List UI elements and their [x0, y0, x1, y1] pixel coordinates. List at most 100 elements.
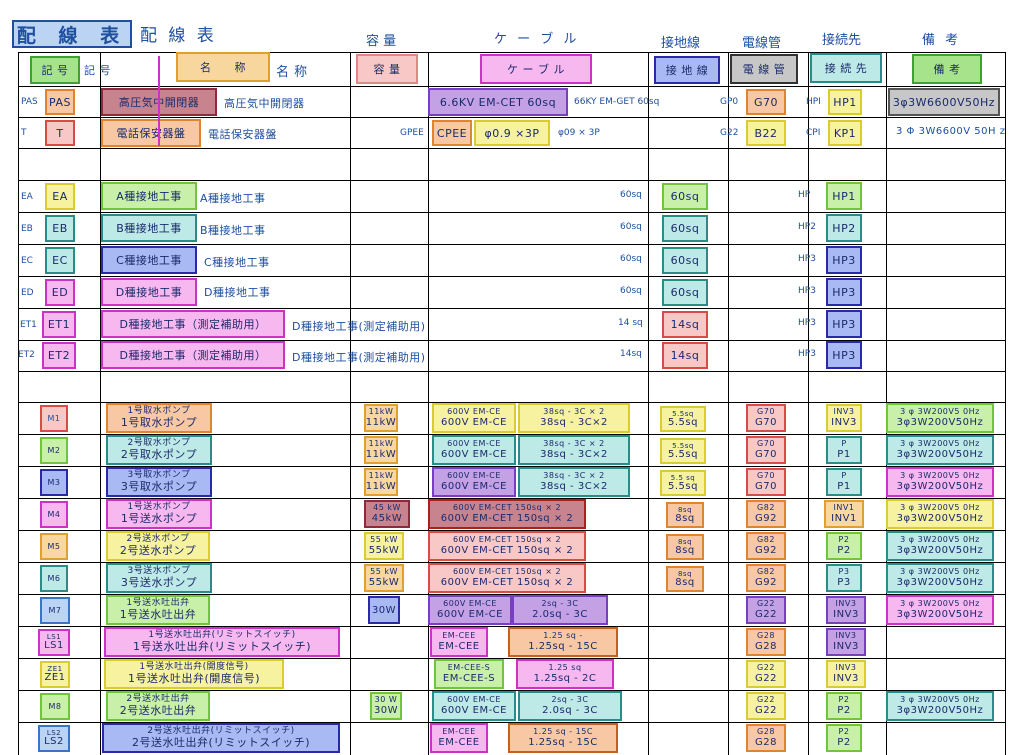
cable-text: 600V EM-CE — [441, 448, 507, 460]
name-small-text: 1号送水吐出弁(開度信号) — [139, 662, 249, 672]
dest-cell: INV3 INV3 — [826, 596, 866, 624]
conduit-small-text: G82 — [757, 503, 775, 513]
cable2-small-text: 38sq - 3C × 2 — [543, 439, 605, 449]
cap-text: 11kW — [365, 480, 397, 492]
cap-small-text: 45 kW — [373, 503, 401, 513]
conduit-text: G28 — [755, 640, 777, 652]
code-cell: T — [45, 120, 75, 146]
code-small-text: M3 — [47, 478, 61, 487]
code-cell: PAS — [45, 89, 75, 115]
dest-text: INV1 — [831, 512, 857, 524]
cable-text: 600V EM-CET 150sq × 2 — [440, 512, 574, 524]
dest-cell: HP3 — [826, 310, 862, 338]
cable2-text: 1.25sq - 15C — [528, 736, 598, 748]
conduit-small-text: G22 — [757, 695, 775, 705]
notes-small-text: 3 φ 3W200V5 0Hz — [900, 471, 980, 481]
cable2-small-text: 2sq - 3C — [551, 695, 589, 705]
cable-text: EM-CEE — [438, 736, 480, 748]
cable-cell: EM-CEE EM-CEE — [430, 627, 488, 657]
notes-small-text: 3 φ 3W200V5 0Hz — [900, 567, 980, 577]
cap-small-text: 55 kW — [370, 567, 398, 577]
code-cell: M8 — [40, 693, 70, 720]
name-cell: 1号送水吐出弁(リミットスイッチ) 1号送水吐出弁(リミットスイッチ) — [104, 627, 340, 657]
name-cell: A種接地工事 — [101, 182, 197, 210]
name-text: 1号送水ポンプ — [120, 511, 198, 525]
dest-small-text: P — [841, 471, 847, 481]
name-cell: B種接地工事 — [101, 214, 197, 242]
code-cell: ZE1 ZE1 — [40, 661, 70, 688]
cable2-small-text: 38sq - 3C × 2 — [543, 471, 605, 481]
cable2-small-text: 38sq - 3C × 2 — [543, 407, 605, 417]
col-header-conduit: 電 線 管 — [730, 54, 798, 84]
capacity-cell: 45 kW 45kW — [364, 500, 410, 528]
conduit-cell: G82 G92 — [746, 532, 786, 560]
name-cell: D種接地工事（測定補助用） — [101, 310, 285, 338]
name-cell: 1号送水吐出弁 1号送水吐出弁 — [106, 595, 210, 625]
conduit-small-text: GP0 — [720, 97, 739, 107]
gnd-small-text: 60sq — [620, 286, 642, 296]
dest-cell: INV3 INV3 — [826, 660, 866, 688]
col-header-capacity: 容 量 — [356, 54, 418, 84]
dest-small-text: P — [841, 439, 847, 449]
dest-small-text: CPI — [806, 128, 821, 138]
name-plain-text: D種接地工事(測定補助用) — [292, 320, 426, 333]
divider-marker — [158, 56, 160, 146]
name-cell: 3号送水ポンプ 3号送水ポンプ — [106, 563, 212, 593]
name-text: 2号送水ポンプ — [119, 543, 197, 557]
conduit-small-text: G28 — [757, 631, 775, 641]
cable-small-text: 600V EM-CET 150sq × 2 — [452, 503, 562, 513]
code-small-text: M8 — [48, 702, 62, 711]
code-small-text: M1 — [47, 414, 61, 423]
cable-text: 600V EM-CE — [441, 480, 507, 492]
dest-cell: INV3 INV3 — [826, 404, 862, 432]
name-small-text: 3号送水ポンプ — [127, 566, 191, 576]
name-text: 1号送水吐出弁(開度信号) — [127, 671, 261, 685]
conduit-text: G22 — [755, 704, 777, 716]
header-cable: ケ ー ブ ル — [494, 32, 580, 47]
cable-cell-2: 1.25 sq - 1.25sq - 15C — [508, 627, 618, 657]
name-cell: 2号送水ポンプ 2号送水ポンプ — [106, 531, 210, 561]
conduit-text: G70 — [755, 416, 777, 428]
cable-cell-2: 1.25 sq - 15C 1.25sq - 15C — [508, 723, 618, 753]
capacity-cell: 11kW 11kW — [364, 436, 398, 464]
cable-text: 600V EM-CE — [437, 608, 503, 620]
header-notes: 備 考 — [922, 33, 962, 48]
dest-small-text: P2 — [838, 535, 850, 545]
cable-small-text: 600V EM-CE — [447, 695, 501, 705]
dest-small-text: P2 — [838, 695, 850, 705]
col-header-code-plain: 記 号 — [84, 64, 111, 77]
code-small-text: T — [21, 128, 27, 138]
conduit-cell: G70 G70 — [746, 436, 786, 464]
col-header-code: 記 号 — [30, 56, 80, 84]
dest-text: INV3 — [831, 416, 857, 428]
capacity-cell: 30 W 30W — [370, 692, 402, 720]
cap-text: 45kW — [371, 512, 403, 524]
dest-small-text: INV3 — [835, 599, 857, 609]
col-header-destination: 接 続 先 — [810, 53, 882, 83]
conduit-text: G22 — [755, 672, 777, 684]
notes-cell: 3 φ 3W200V5 0Hz 3φ3W200V50Hz — [886, 563, 994, 593]
code-small-text: ET2 — [18, 350, 35, 360]
cable-small-text: 600V EM-CET 150sq × 2 — [452, 567, 562, 577]
dest-small-text: INV1 — [833, 503, 855, 513]
cable-cell: 600V EM-CE 600V EM-CE — [432, 403, 516, 433]
conduit-cell: G70 — [746, 89, 786, 115]
cap-small-text: 11kW — [368, 471, 394, 481]
dest-cell: HP3 — [826, 246, 862, 274]
cable2-small-text: 1.25 sq - 15C — [533, 727, 593, 737]
name-small-text: 2号取水ポンプ — [127, 438, 191, 448]
code-cell: ET2 — [42, 342, 76, 369]
dest-small-text: P3 — [838, 567, 850, 577]
dest-text: INV3 — [833, 608, 859, 620]
cable-small-text: EM-CEE-S — [447, 663, 491, 673]
conduit-text: G70 — [755, 448, 777, 460]
conduit-small-text: G70 — [757, 439, 775, 449]
notes-text: 3φ3W200V50Hz — [896, 512, 984, 524]
ground-cell: 5.5sq 5.5sq — [660, 406, 706, 432]
dest-cell: HP2 — [826, 214, 862, 242]
conduit-cell: B22 — [746, 120, 786, 146]
header-capacity: 容 量 — [366, 34, 397, 49]
conduit-small-text: G70 — [757, 407, 775, 417]
cable-plain-text: φ09 × 3P — [558, 128, 600, 138]
code-small-text: M5 — [47, 542, 61, 551]
